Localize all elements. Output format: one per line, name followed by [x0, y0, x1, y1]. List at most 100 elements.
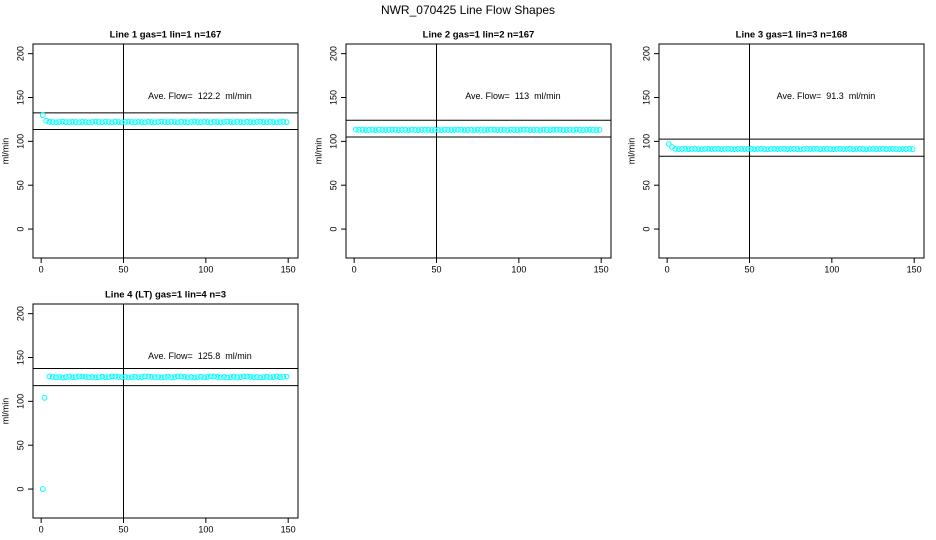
data-point [497, 127, 504, 133]
data-point [379, 127, 386, 133]
x-tick-label: 0 [39, 524, 44, 534]
data-point [39, 486, 46, 492]
data-point [188, 374, 194, 380]
data-point [145, 118, 152, 125]
data-point [682, 145, 689, 152]
data-point [198, 119, 204, 126]
data-point [244, 118, 250, 125]
data-point [66, 119, 73, 126]
data-point [128, 374, 135, 381]
data-point [735, 146, 741, 152]
data-point [800, 146, 807, 152]
data-point [132, 119, 138, 126]
x-tick-label: 50 [118, 264, 128, 274]
data-point [412, 127, 418, 133]
data-point [115, 119, 122, 125]
x-tick-label: 50 [431, 264, 441, 274]
data-point [550, 126, 557, 133]
data-point [128, 119, 135, 125]
data-point [237, 119, 244, 125]
y-tick-label: 100 [641, 134, 651, 149]
data-point [142, 373, 148, 380]
x-tick-label: 100 [824, 264, 839, 274]
data-point [109, 119, 115, 126]
data-point [174, 373, 181, 380]
data-point [566, 126, 573, 133]
data-point [524, 126, 530, 133]
data-point [474, 126, 481, 133]
data-point [520, 126, 527, 133]
y-tick-label: 0 [15, 227, 25, 232]
data-point [102, 374, 109, 381]
data-point [507, 126, 514, 133]
data-point [267, 374, 273, 381]
data-point [178, 118, 185, 125]
data-point [721, 146, 728, 152]
data-point [418, 126, 425, 133]
data-point [105, 374, 112, 380]
panel-title: Line 4 (LT) gas=1 lin=4 n=3 [105, 290, 226, 301]
data-point [827, 146, 834, 152]
data-point [92, 118, 99, 125]
data-point [72, 374, 79, 380]
data-point [257, 118, 264, 125]
data-point [425, 126, 432, 133]
data-point [501, 126, 507, 133]
data-point [705, 145, 712, 152]
data-point [56, 374, 63, 380]
data-point [392, 126, 399, 133]
data-point [850, 146, 857, 153]
data-point [833, 146, 840, 152]
data-point [764, 146, 771, 153]
panel-title: Line 3 gas=1 lin=3 n=168 [736, 30, 848, 41]
data-point [118, 119, 125, 126]
data-point [794, 146, 801, 152]
data-point [540, 126, 547, 133]
data-point [768, 146, 774, 152]
data-point [886, 146, 893, 152]
data-point [708, 146, 715, 152]
data-point [227, 119, 234, 125]
data-point [804, 145, 811, 152]
data-point [247, 119, 254, 125]
data-point [596, 126, 603, 133]
panel-title: Line 1 gas=1 lin=1 n=167 [110, 30, 222, 41]
data-point [234, 374, 241, 381]
data-point [53, 119, 59, 126]
data-point [478, 127, 484, 133]
plot-box [32, 43, 299, 259]
data-point [165, 119, 171, 126]
y-axis-label: ml/min [0, 398, 10, 425]
data-point [514, 127, 521, 133]
data-point [112, 373, 119, 380]
data-point [66, 373, 73, 380]
data-point [491, 126, 498, 133]
data-point [712, 146, 718, 152]
data-point [158, 374, 165, 381]
data-point [511, 127, 517, 133]
data-point [204, 119, 211, 125]
data-point [277, 374, 283, 381]
data-point [405, 127, 412, 134]
data-point [369, 126, 376, 133]
data-point [59, 118, 66, 125]
x-tick-label: 0 [39, 264, 44, 274]
data-point [389, 126, 395, 133]
data-point [580, 127, 586, 133]
data-point [382, 127, 389, 133]
x-tick-label: 150 [281, 524, 296, 534]
data-point [738, 145, 745, 152]
data-point [856, 145, 863, 152]
data-point [563, 127, 570, 133]
data-point [537, 127, 544, 134]
data-point [744, 146, 751, 152]
data-point [820, 146, 827, 152]
data-point [422, 126, 428, 133]
data-point [247, 373, 254, 380]
data-point [92, 374, 99, 381]
data-point [174, 119, 181, 126]
x-tick-label: 0 [352, 264, 357, 274]
data-point [672, 145, 679, 152]
data-point [451, 126, 458, 133]
data-point [547, 127, 554, 133]
